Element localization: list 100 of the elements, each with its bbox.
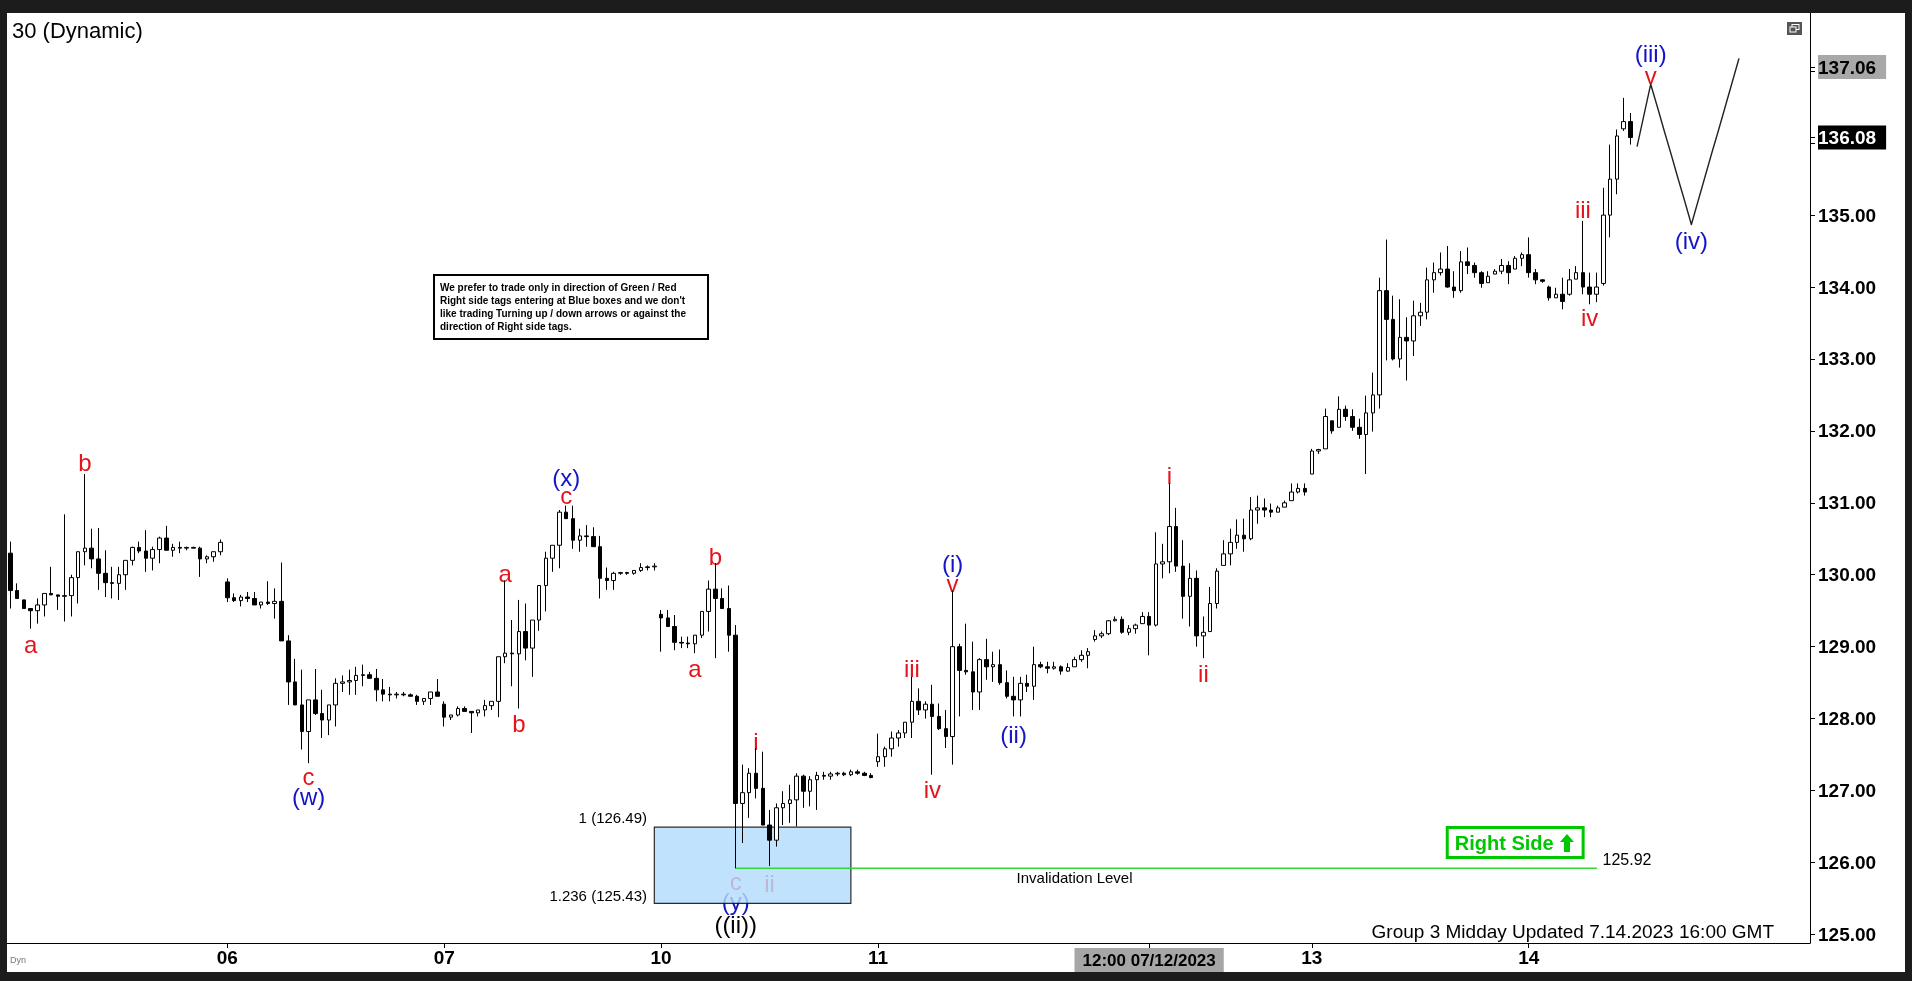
candlestick: [808, 775, 812, 807]
candlestick: [211, 551, 216, 563]
candlestick: [1594, 272, 1599, 303]
candlestick: [1337, 395, 1341, 428]
candlestick: [652, 562, 657, 571]
y-tick-label: 126.00: [1818, 851, 1877, 873]
candlestick: [198, 546, 202, 578]
candlestick: [1601, 187, 1606, 287]
candlestick: [354, 666, 358, 696]
candlestick: [456, 705, 460, 717]
annotation: (ii): [1000, 721, 1027, 748]
annotation: i: [753, 728, 759, 756]
candlestick: [232, 592, 236, 603]
candlestick: [150, 546, 155, 571]
candlestick: [1235, 518, 1239, 550]
candlestick: [700, 610, 704, 639]
candlestick: [916, 687, 921, 716]
annotation: b: [78, 449, 92, 477]
candlestick: [1208, 586, 1212, 633]
candlestick: [1160, 543, 1165, 579]
candlestick: [1079, 649, 1084, 663]
candlestick: [76, 551, 80, 605]
y-tick-label: 131.00: [1818, 492, 1877, 514]
candlestick: [1628, 112, 1633, 146]
candlestick: [584, 524, 589, 548]
candlestick: [950, 590, 955, 766]
y-tick-label: 134.00: [1818, 276, 1877, 298]
candlestick: [1459, 250, 1463, 294]
candlestick: [1249, 496, 1253, 541]
candlestick: [489, 700, 494, 711]
candlestick: [1066, 662, 1070, 673]
candlestick: [828, 771, 833, 781]
candlestick: [1493, 268, 1497, 275]
candlestick: [625, 571, 629, 576]
candlestick: [1194, 569, 1199, 648]
candlestick: [157, 536, 162, 564]
candlestick: [225, 577, 230, 603]
annotation: 1 (126.49): [578, 809, 648, 826]
y-tick-label: 137.06: [1818, 56, 1877, 78]
candlestick: [957, 643, 962, 717]
candlestick: [1547, 285, 1551, 302]
candlestick: [1520, 252, 1524, 267]
candlestick: [347, 669, 352, 696]
candlestick: [394, 691, 399, 699]
annotation: b: [708, 543, 722, 570]
candlestick: [1215, 567, 1219, 610]
candlestick: [103, 549, 108, 598]
candlestick: [1364, 395, 1368, 475]
candlestick: [1262, 498, 1267, 518]
candlestick: [1513, 255, 1517, 270]
candlestick: [693, 634, 697, 654]
candlestick: [279, 562, 284, 642]
candlestick: [1526, 236, 1531, 279]
candlestick: [1465, 246, 1470, 275]
y-tick-label: 125.00: [1818, 923, 1877, 945]
candlestick: [252, 591, 257, 606]
candlestick: [259, 601, 263, 610]
annotation: i: [1166, 461, 1173, 489]
candlestick: [1188, 562, 1192, 628]
candlestick: [56, 594, 60, 611]
candlestick: [1025, 674, 1029, 693]
candlestick: [550, 544, 555, 573]
candlestick: [1581, 220, 1585, 295]
candlestick: [611, 571, 616, 591]
candlestick: [984, 638, 989, 681]
series-label: Invalidation Level: [1016, 869, 1133, 887]
y-tick-label: 128.00: [1818, 708, 1877, 730]
candlestick: [401, 691, 406, 697]
candlestick: [239, 594, 243, 607]
annotation: 1.236 (125.43): [549, 887, 647, 904]
candlestick: [1479, 270, 1484, 289]
candlestick: [476, 709, 480, 717]
candlestick: [1018, 676, 1023, 717]
candlestick: [1310, 448, 1314, 475]
candlestick: [117, 566, 121, 601]
y-tick-label: 132.00: [1818, 420, 1877, 442]
candlestick: [571, 505, 575, 550]
x-tick-label: 14: [1518, 947, 1540, 968]
candlestick: [1106, 619, 1111, 636]
candlestick: [930, 684, 934, 776]
x-tick-label: 12:00 07/12/2023: [1082, 951, 1216, 970]
candlestick: [1140, 611, 1145, 625]
candlestick: [266, 580, 270, 606]
candlestick: [123, 559, 128, 591]
annotation: We prefer to trade only in direction of Green / Red Right side tags entering at Blue boxes and we don't like trading Turning up / down arrows or against the direction of Right side tags.: [440, 282, 689, 332]
candlestick: [815, 771, 819, 811]
candlestick: [89, 528, 94, 569]
candlestick: [977, 657, 982, 711]
candlestick: [876, 733, 880, 768]
candlestick: [15, 582, 19, 599]
annotation: iii: [903, 654, 920, 682]
candlestick: [1099, 631, 1104, 639]
candlestick: [1147, 611, 1151, 656]
candlestick: [428, 691, 433, 706]
candlestick: [286, 634, 291, 706]
y-tick-label: 127.00: [1818, 780, 1877, 802]
annotation: (iv): [1674, 226, 1709, 254]
candlestick: [388, 686, 392, 702]
x-tick-label: 13: [1301, 947, 1323, 968]
candlestick: [191, 546, 196, 549]
